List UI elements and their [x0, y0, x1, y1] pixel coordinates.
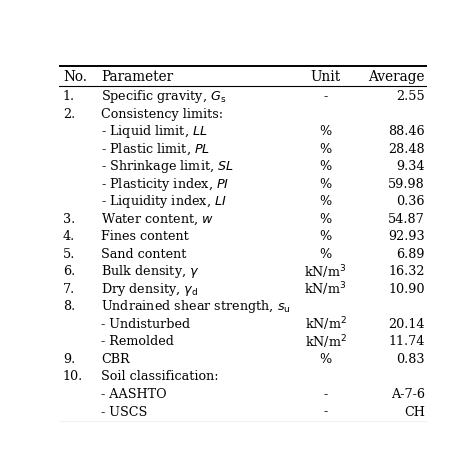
- Text: 16.32: 16.32: [388, 265, 425, 278]
- Text: 0.83: 0.83: [396, 353, 425, 366]
- Text: - Plastic limit, $\mathit{PL}$: - Plastic limit, $\mathit{PL}$: [101, 141, 210, 157]
- Text: - Shrinkage limit, $\mathit{SL}$: - Shrinkage limit, $\mathit{SL}$: [101, 158, 234, 175]
- Text: 5.: 5.: [63, 248, 75, 261]
- Text: 6.: 6.: [63, 265, 75, 278]
- Text: -: -: [323, 90, 328, 103]
- Text: 2.55: 2.55: [396, 90, 425, 103]
- Text: %: %: [319, 143, 332, 156]
- Text: -: -: [323, 388, 328, 401]
- Text: %: %: [319, 213, 332, 226]
- Text: - Plasticity index, $\mathit{PI}$: - Plasticity index, $\mathit{PI}$: [101, 176, 230, 193]
- Text: 3.: 3.: [63, 213, 75, 226]
- Text: A-7-6: A-7-6: [391, 388, 425, 401]
- Text: 7.: 7.: [63, 283, 75, 296]
- Text: Parameter: Parameter: [101, 70, 173, 83]
- Text: - Remolded: - Remolded: [101, 336, 174, 348]
- Text: 0.36: 0.36: [396, 195, 425, 208]
- Text: 4.: 4.: [63, 230, 75, 243]
- Text: No.: No.: [63, 70, 87, 83]
- Text: %: %: [319, 353, 332, 366]
- Text: Unit: Unit: [310, 70, 341, 83]
- Text: %: %: [319, 178, 332, 191]
- Text: Bulk density, $\gamma$: Bulk density, $\gamma$: [101, 264, 200, 280]
- Text: Dry density, $\gamma_\mathrm{d}$: Dry density, $\gamma_\mathrm{d}$: [101, 281, 199, 298]
- Text: - Liquid limit, $\mathit{LL}$: - Liquid limit, $\mathit{LL}$: [101, 123, 208, 140]
- Text: %: %: [319, 125, 332, 138]
- Text: -: -: [323, 405, 328, 419]
- Text: Water content, $\mathit{w}$: Water content, $\mathit{w}$: [101, 211, 215, 227]
- Text: 8.: 8.: [63, 301, 75, 313]
- Text: CBR: CBR: [101, 353, 130, 366]
- Text: kN/m$^3$: kN/m$^3$: [304, 263, 347, 281]
- Text: - Liquidity index, $\mathit{LI}$: - Liquidity index, $\mathit{LI}$: [101, 193, 228, 210]
- Text: 1.: 1.: [63, 90, 75, 103]
- Text: Consistency limits:: Consistency limits:: [101, 108, 224, 121]
- Text: Fines content: Fines content: [101, 230, 189, 243]
- Text: 11.74: 11.74: [388, 336, 425, 348]
- Text: kN/m$^3$: kN/m$^3$: [304, 281, 347, 298]
- Text: 10.: 10.: [63, 371, 83, 383]
- Text: %: %: [319, 248, 332, 261]
- Text: 59.98: 59.98: [388, 178, 425, 191]
- Text: - USCS: - USCS: [101, 405, 148, 419]
- Text: 2.: 2.: [63, 108, 75, 121]
- Text: 28.48: 28.48: [388, 143, 425, 156]
- Text: %: %: [319, 160, 332, 173]
- Text: Soil classification:: Soil classification:: [101, 371, 219, 383]
- Text: 88.46: 88.46: [388, 125, 425, 138]
- Text: 9.34: 9.34: [396, 160, 425, 173]
- Text: 6.89: 6.89: [396, 248, 425, 261]
- Text: Specific gravity, $G_\mathrm{s}$: Specific gravity, $G_\mathrm{s}$: [101, 88, 227, 105]
- Text: kN/m$^2$: kN/m$^2$: [304, 316, 346, 333]
- Text: - AASHTO: - AASHTO: [101, 388, 167, 401]
- Text: 20.14: 20.14: [388, 318, 425, 331]
- Text: 10.90: 10.90: [388, 283, 425, 296]
- Text: Average: Average: [368, 70, 425, 83]
- Text: Undrained shear strength, $s_\mathrm{u}$: Undrained shear strength, $s_\mathrm{u}$: [101, 299, 291, 315]
- Text: Sand content: Sand content: [101, 248, 187, 261]
- Text: 92.93: 92.93: [388, 230, 425, 243]
- Text: CH: CH: [404, 405, 425, 419]
- Text: 54.87: 54.87: [388, 213, 425, 226]
- Text: kN/m$^2$: kN/m$^2$: [304, 333, 346, 351]
- Text: %: %: [319, 230, 332, 243]
- Text: 9.: 9.: [63, 353, 75, 366]
- Text: %: %: [319, 195, 332, 208]
- Text: - Undisturbed: - Undisturbed: [101, 318, 191, 331]
